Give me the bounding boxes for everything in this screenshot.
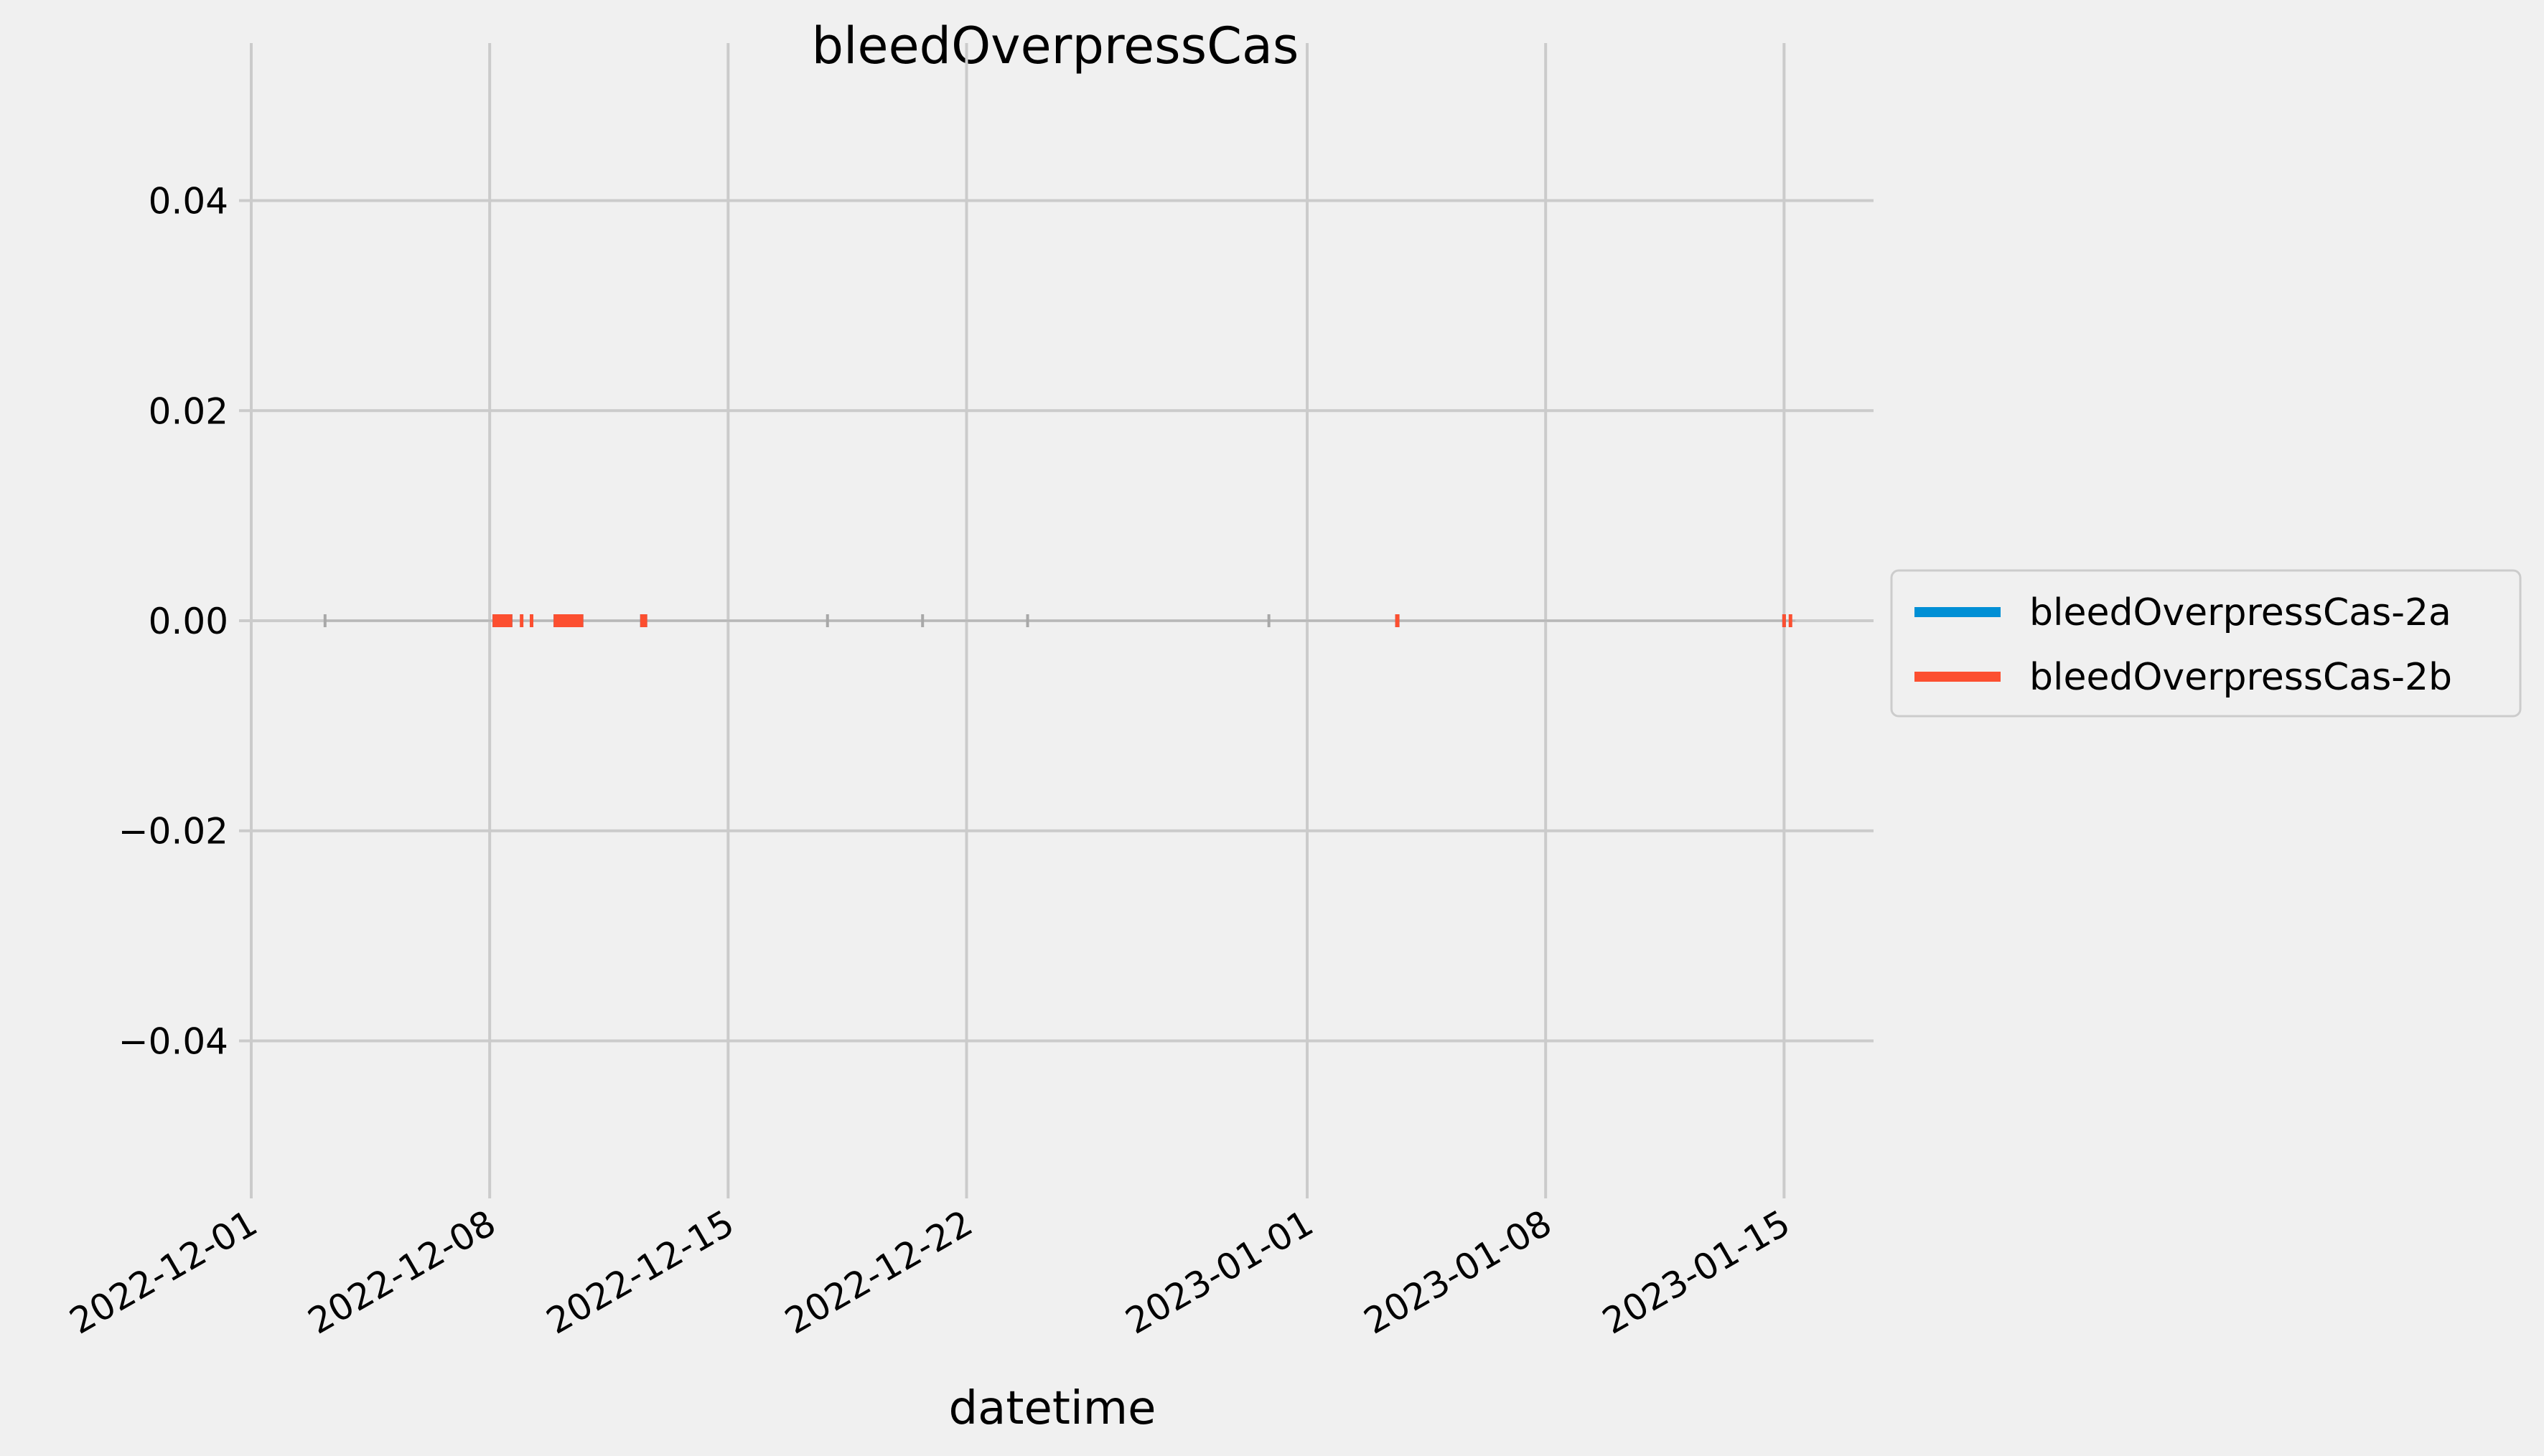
x-axis-label: datetime bbox=[949, 1382, 1156, 1435]
y-tick-label: 0.04 bbox=[149, 181, 228, 222]
y-tick-label: 0.00 bbox=[149, 601, 228, 642]
x-tick-label: 2022-12-22 bbox=[778, 1202, 980, 1343]
legend-label-2b: bleedOverpressCas-2b bbox=[2029, 656, 2452, 699]
y-tick-label: −0.04 bbox=[118, 1020, 228, 1062]
y-tick-label: −0.02 bbox=[118, 811, 228, 853]
x-tick-labels: 2022-12-01 2022-12-08 2022-12-15 2022-12-22… bbox=[62, 1202, 1797, 1343]
x-tick-label: 2022-12-15 bbox=[540, 1202, 742, 1343]
y-tick-label: 0.02 bbox=[149, 390, 228, 432]
legend-label-2a: bleedOverpressCas-2a bbox=[2029, 591, 2451, 634]
y-tick-labels: 0.04 0.02 0.00 −0.02 −0.04 bbox=[118, 181, 228, 1063]
x-tick-label: 2023-01-15 bbox=[1596, 1202, 1797, 1343]
plot-data bbox=[323, 614, 1796, 627]
legend: bleedOverpressCas-2a bleedOverpressCas-2… bbox=[1890, 569, 2522, 718]
legend-frame bbox=[1890, 569, 2522, 718]
x-tick-label: 2023-01-08 bbox=[1357, 1202, 1559, 1343]
x-tick-label: 2022-12-08 bbox=[301, 1202, 503, 1343]
chart-title: bleedOverpressCas bbox=[812, 17, 1299, 75]
x-tick-label: 2022-12-01 bbox=[62, 1202, 264, 1343]
x-tick-label: 2023-01-01 bbox=[1118, 1202, 1320, 1343]
